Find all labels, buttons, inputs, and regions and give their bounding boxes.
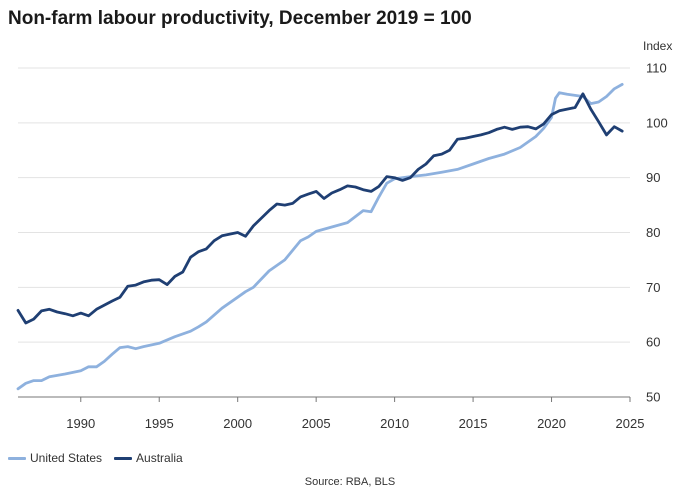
legend-item-australia: Australia [114,451,183,465]
y-tick-label-60: 60 [646,335,660,350]
y-tick-label-110: 110 [646,61,667,76]
y-tick-label-100: 100 [646,115,668,130]
x-tick-label-2000: 2000 [223,416,252,431]
y-tick-label-50: 50 [646,390,660,405]
y-tick-label-80: 80 [646,225,660,240]
series-layer [16,83,624,391]
x-tick-label-1990: 1990 [66,416,95,431]
x-tick-label-2015: 2015 [459,416,488,431]
y-axis: 50 60 70 80 90 100 110 Index [643,39,672,405]
series-line-united-states [16,83,624,391]
y-tick-label-90: 90 [646,170,660,185]
x-tick-label-2020: 2020 [537,416,566,431]
legend-item-united-states: United States [8,451,102,465]
y-axis-label: Index [643,39,672,53]
legend-swatch-australia [114,456,133,460]
x-tick-label-2010: 2010 [380,416,409,431]
x-tick-label-1995: 1995 [145,416,174,431]
chart-title: Non-farm labour productivity, December 2… [8,8,472,29]
x-tick-label-2025: 2025 [616,416,645,431]
y-tick-label-70: 70 [646,280,660,295]
legend-label-united-states: United States [30,451,103,465]
series-line-australia [16,92,624,325]
source-note: Source: RBA, BLS [304,476,396,488]
grid-lines [18,67,630,398]
legend-label-australia: Australia [136,451,183,465]
legend: United States Australia [8,451,195,465]
legend-swatch-united-states [8,456,26,460]
x-tick-label-2005: 2005 [302,416,331,431]
x-axis: 1990 1995 2000 2005 2010 2015 2020 2025 [18,396,645,431]
